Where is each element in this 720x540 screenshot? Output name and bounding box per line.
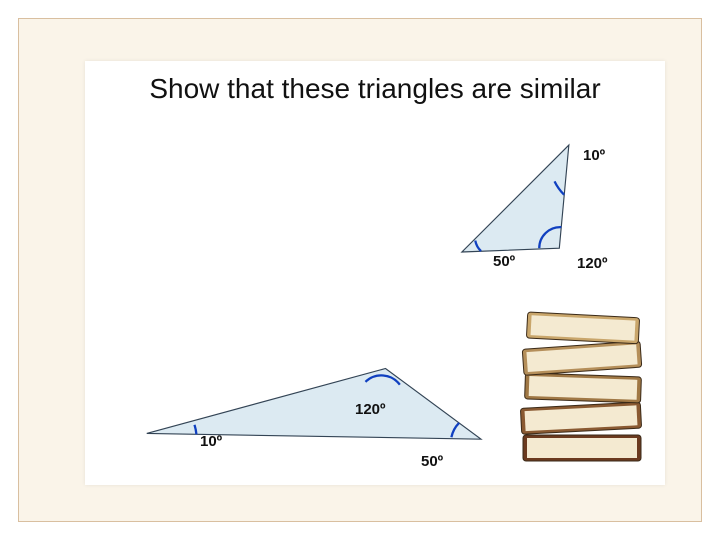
- t2-label-50: 50º: [421, 453, 443, 470]
- slide: Show that these triangles are similar 10…: [0, 0, 720, 540]
- t1-label-120: 120º: [577, 255, 608, 272]
- inner-frame: Show that these triangles are similar 10…: [85, 61, 665, 485]
- triangle-2: [147, 368, 481, 439]
- t2-label-120: 120º: [355, 401, 386, 418]
- outer-frame: Show that these triangles are similar 10…: [18, 18, 702, 522]
- t1-label-10: 10º: [583, 147, 605, 164]
- triangle-1: [462, 145, 569, 252]
- books-illustration: [515, 285, 655, 485]
- t2-label-10: 10º: [200, 433, 222, 450]
- t1-label-50: 50º: [493, 253, 515, 270]
